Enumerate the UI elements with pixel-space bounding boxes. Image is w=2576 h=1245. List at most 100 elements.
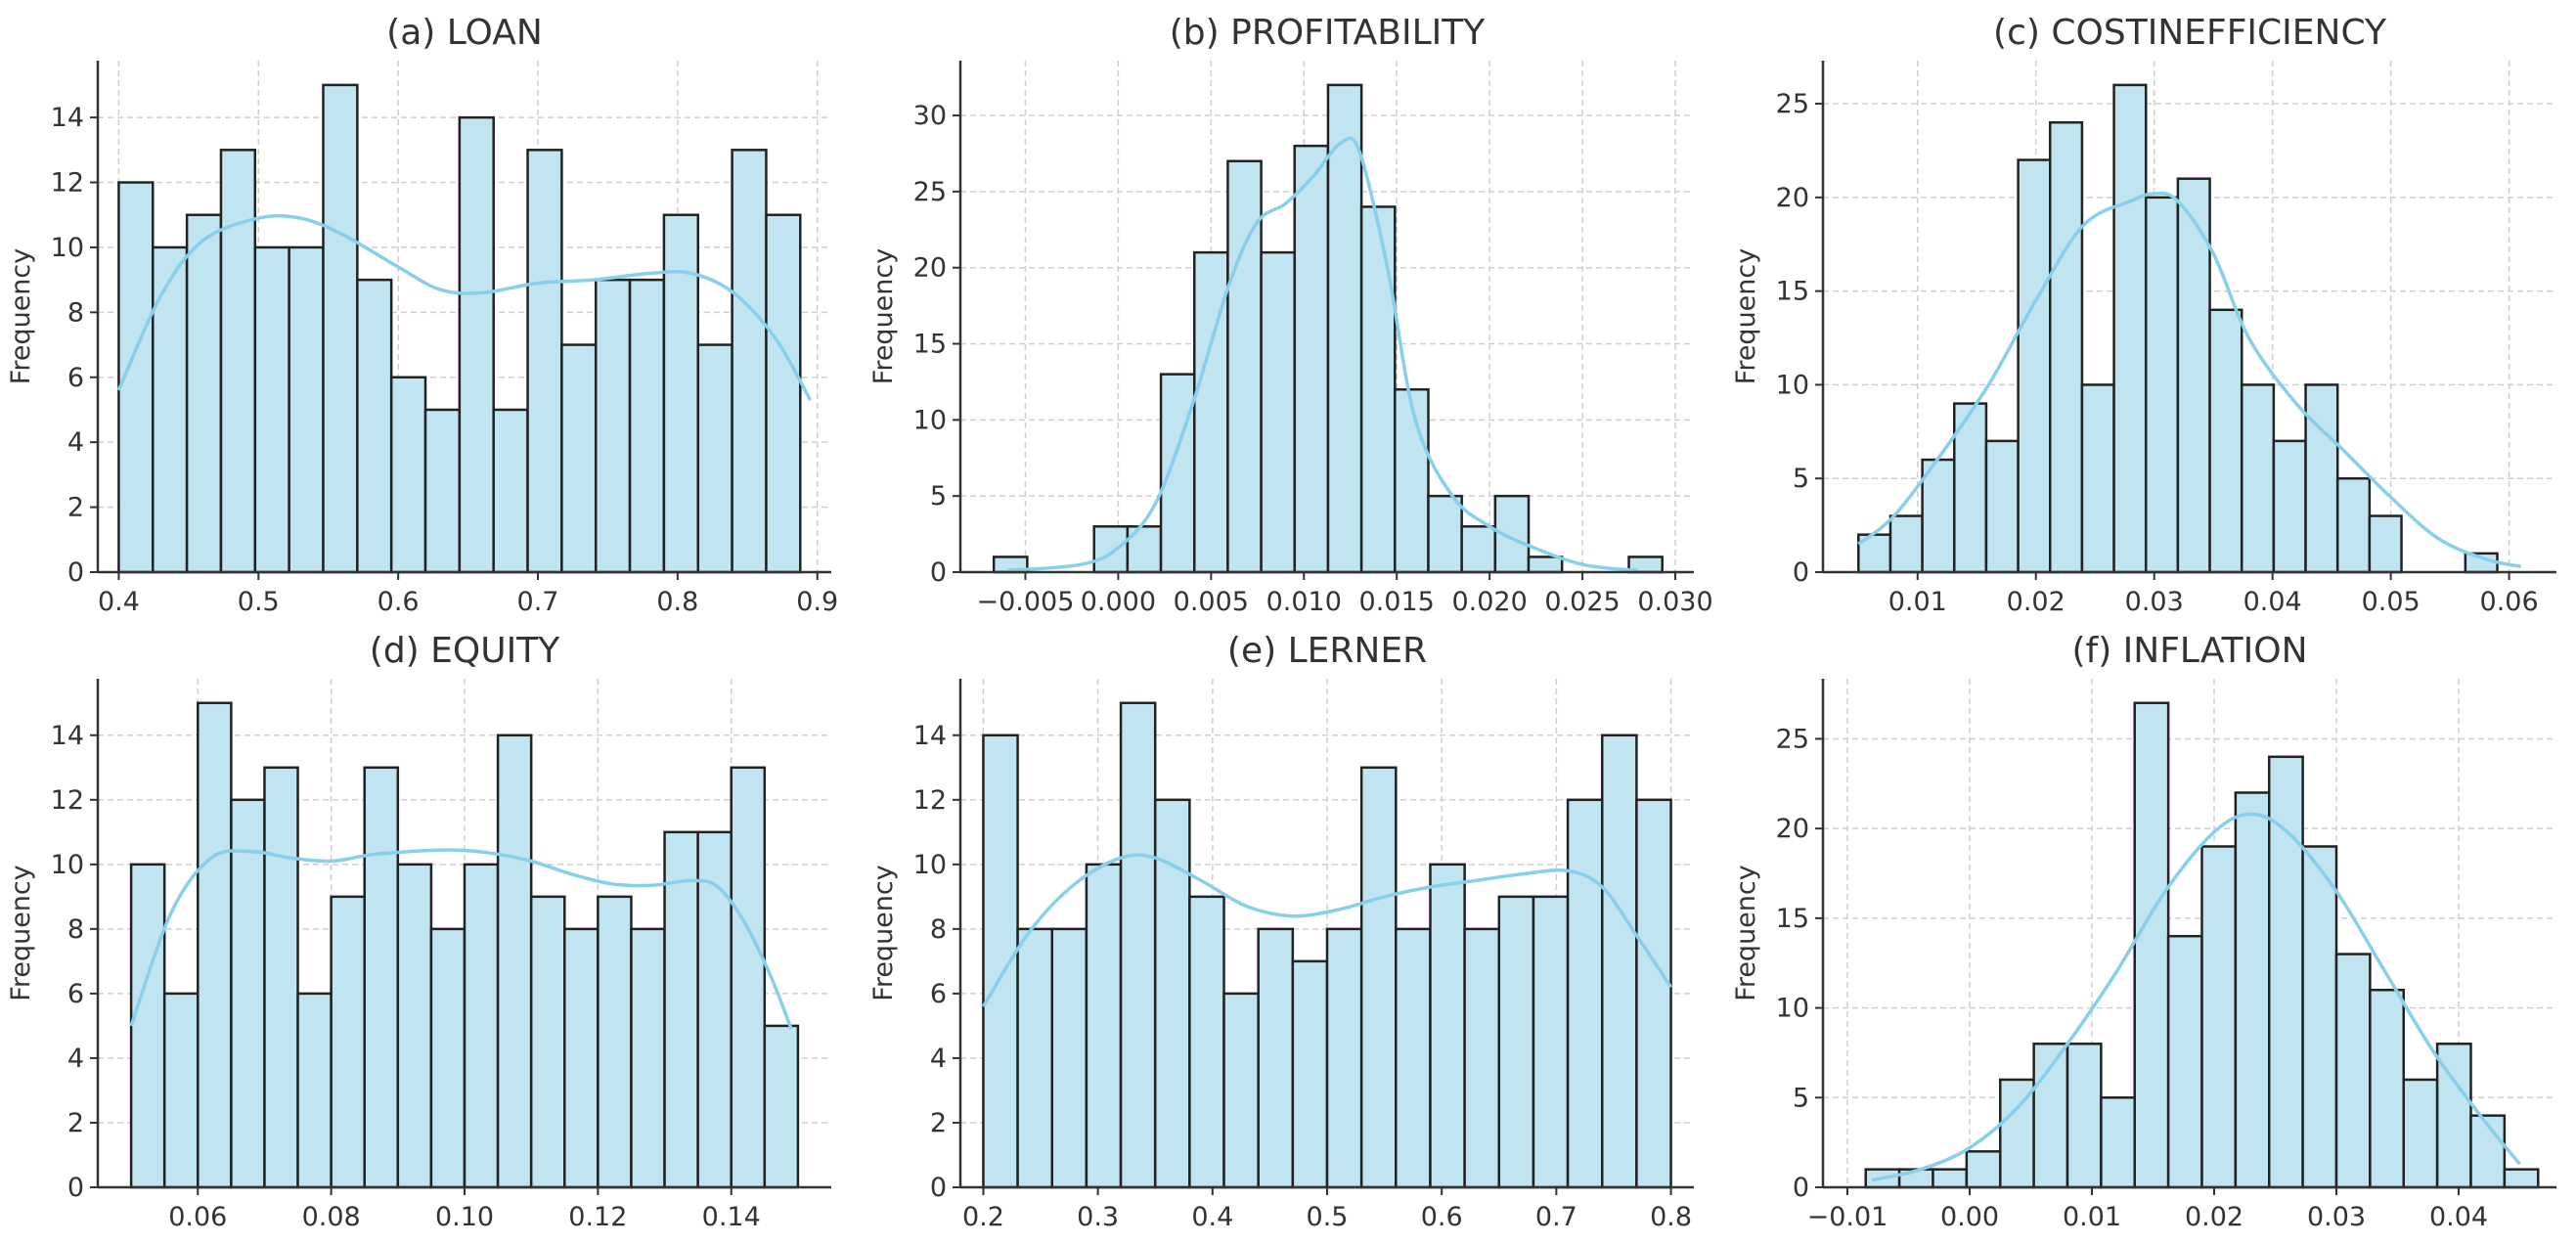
y-tick-label: 14: [51, 103, 84, 133]
x-tick-label: 0.000: [1081, 587, 1156, 617]
y-tick-label: 2: [930, 1108, 947, 1138]
y-tick-label: 15: [1776, 904, 1809, 934]
y-tick-label: 2: [67, 1108, 84, 1138]
x-tick-label: 0.020: [1451, 587, 1527, 617]
x-tick-label: 0.5: [1307, 1202, 1349, 1232]
histogram-bar: [1463, 927, 1501, 1189]
x-tick-label: 0.010: [1266, 587, 1342, 617]
histogram-bar: [496, 734, 533, 1189]
histogram-bar: [560, 343, 598, 574]
x-tick-label: 0.14: [702, 1202, 761, 1232]
x-tick-label: 0.6: [378, 587, 420, 617]
x-tick-label: −0.01: [1807, 1202, 1888, 1232]
histogram-bar: [529, 895, 566, 1189]
panel-loan: 0.4 0.5 0.6 0.7 0.8 0.9 0 2 4 6 8 10 12 14 (a) LOAN F…: [6, 13, 838, 617]
histogram-bar: [1257, 927, 1295, 1189]
y-tick-label: 0: [1793, 1173, 1809, 1203]
histogram-bar: [2369, 988, 2405, 1189]
histogram-bar: [1325, 927, 1363, 1189]
panel-profitability: −0.005 0.000 0.005 0.010 0.015 0.020 0.025 0.03…: [868, 13, 1713, 617]
histogram-bar: [662, 213, 700, 574]
kde-curve: [1857, 191, 2522, 569]
histogram-bar: [197, 701, 233, 1189]
histogram-bar: [330, 895, 366, 1189]
histogram-bar: [1222, 992, 1260, 1189]
x-tick-label: 0.03: [2307, 1202, 2366, 1232]
y-tick-label: 12: [913, 785, 947, 816]
histogram-bar: [162, 992, 200, 1189]
histogram-bar: [2176, 177, 2211, 574]
y-tick-label: 20: [1776, 183, 1809, 213]
histogram-bar: [1965, 1150, 2002, 1189]
histogram-bar: [296, 992, 333, 1189]
histogram-bar: [2080, 383, 2115, 574]
histogram-bar: [1932, 1168, 1969, 1189]
x-tick-label: 0.4: [98, 587, 140, 617]
x-tick-label: 0.2: [962, 1202, 1004, 1232]
histogram-bar: [597, 895, 633, 1189]
x-tick-label: 0.8: [1650, 1202, 1692, 1232]
y-tick-label: 10: [913, 850, 947, 880]
x-tick-label: 0.04: [2429, 1202, 2488, 1232]
histogram-bar: [2402, 1078, 2439, 1189]
histogram-bar: [1888, 514, 1924, 574]
y-axis-label: Frequency: [1731, 865, 1761, 1001]
y-tick-label: 0: [1793, 557, 1809, 588]
histogram-bar: [389, 376, 427, 574]
histogram-bar: [263, 766, 299, 1189]
x-tick-label: 0.02: [2007, 587, 2065, 617]
histogram-bar: [253, 245, 290, 574]
x-tick-label: 0.005: [1174, 587, 1249, 617]
histogram-bar: [2144, 196, 2180, 574]
x-tick-label: 0.9: [796, 587, 838, 617]
y-tick-label: 5: [1793, 464, 1809, 494]
kde-curve: [129, 848, 793, 1030]
histogram-bar: [763, 1024, 800, 1189]
histogram-bar: [2112, 83, 2148, 574]
histogram-bar: [230, 798, 266, 1189]
histogram-bar: [129, 863, 166, 1189]
y-tick-label: 14: [51, 721, 84, 751]
histogram-bar: [526, 149, 563, 574]
histogram-bar: [2334, 953, 2372, 1189]
x-tick-label: 0.7: [517, 587, 559, 617]
kde-curve: [981, 853, 1673, 1008]
y-tick-label: 8: [67, 914, 84, 945]
y-tick-label: 8: [67, 297, 84, 328]
histogram-bar: [423, 408, 462, 574]
histogram-bar: [2503, 1168, 2540, 1189]
histogram-bar: [363, 766, 400, 1189]
histogram-bar: [1291, 959, 1329, 1189]
histogram-bar: [1326, 83, 1363, 574]
histogram-bar: [765, 213, 802, 574]
x-tick-label: 0.3: [1077, 1202, 1119, 1232]
x-tick-label: 0.01: [2063, 1202, 2121, 1232]
histogram-bar: [731, 149, 768, 574]
x-tick-label: 0.08: [302, 1202, 361, 1232]
histogram-bar: [2304, 383, 2339, 574]
y-axis-label: Frequency: [6, 248, 36, 385]
y-tick-label: 20: [1776, 814, 1809, 844]
histogram-bar: [1460, 525, 1497, 574]
histogram-bar: [185, 213, 223, 574]
y-tick-label: 6: [930, 979, 947, 1009]
y-tick-label: 4: [67, 427, 84, 458]
histogram-bar: [492, 408, 529, 574]
histogram-bar: [2200, 845, 2238, 1189]
histogram-bar: [356, 278, 393, 574]
histogram-bar: [1016, 927, 1053, 1189]
histogram-bar: [2208, 308, 2243, 574]
histogram-bar: [628, 278, 666, 574]
y-tick-label: 25: [1776, 724, 1809, 754]
x-tick-label: 0.06: [2480, 587, 2539, 617]
histogram-bar: [1635, 798, 1672, 1189]
panel-equity: 0.06 0.08 0.10 0.12 0.14 0 2 4 6 8 10 12 14 (d) EQUI…: [6, 631, 831, 1232]
y-tick-label: 5: [930, 481, 947, 511]
x-tick-label: 0.00: [1940, 1202, 1999, 1232]
histogram-bar: [594, 278, 632, 574]
x-tick-label: −0.005: [976, 587, 1074, 617]
y-tick-label: 6: [67, 979, 84, 1009]
x-tick-label: 0.06: [168, 1202, 227, 1232]
histogram-bar: [2065, 1043, 2103, 1189]
y-tick-label: 10: [1776, 370, 1809, 400]
